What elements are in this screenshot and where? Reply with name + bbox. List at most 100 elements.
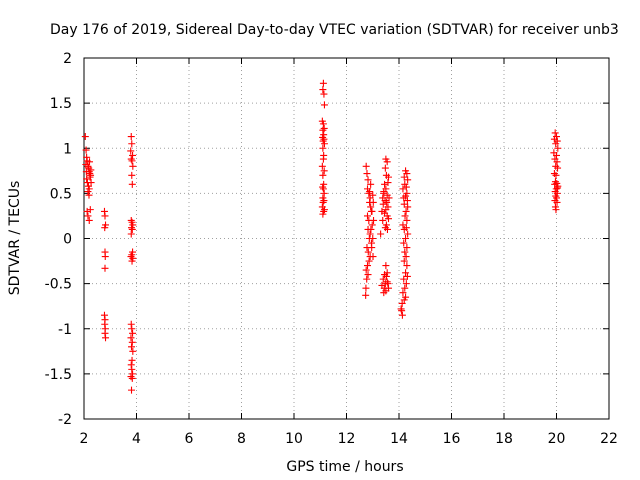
- data-point-0-103: [363, 170, 371, 178]
- data-point-0-44: [129, 162, 137, 170]
- data-point-0-243: [552, 206, 560, 214]
- data-point-0-22: [86, 206, 94, 214]
- y-tick-label--2: -2: [58, 412, 72, 428]
- data-point-0-161: [383, 225, 391, 233]
- data-point-0-214: [398, 311, 406, 319]
- data-point-0-109: [367, 203, 375, 211]
- data-point-0-203: [403, 262, 411, 270]
- data-point-0-74: [320, 90, 328, 98]
- data-point-0-135: [369, 253, 377, 261]
- data-point-0-244: [554, 184, 562, 192]
- x-tick-label-8: 8: [237, 431, 246, 447]
- data-point-0-206: [400, 275, 408, 283]
- data-point-0-184: [399, 185, 407, 193]
- data-point-0-18: [86, 158, 94, 166]
- data-point-0-200: [401, 248, 409, 256]
- data-point-0-204: [402, 269, 410, 277]
- data-point-0-217: [551, 129, 559, 137]
- data-point-0-164: [379, 194, 387, 202]
- data-point-0-24: [87, 179, 95, 187]
- data-point-0-77: [319, 120, 327, 128]
- data-point-0-197: [402, 235, 410, 242]
- data-point-0-113: [368, 221, 376, 229]
- data-point-0-102: [362, 162, 370, 170]
- data-point-0-89: [320, 167, 328, 175]
- data-point-0-127: [362, 291, 370, 299]
- data-point-0-46: [128, 180, 136, 188]
- data-point-0-84: [320, 140, 328, 148]
- data-point-0-78: [320, 124, 328, 132]
- x-tick-label-12: 12: [338, 431, 356, 447]
- data-point-0-212: [398, 299, 406, 307]
- y-tick-label-1.5: 1.5: [50, 96, 72, 112]
- data-point-0-163: [380, 189, 388, 197]
- data-point-0-153: [382, 206, 390, 214]
- data-point-0-104: [364, 176, 372, 184]
- data-point-0-130: [368, 207, 376, 215]
- data-point-0-94: [320, 189, 328, 197]
- data-point-0-140: [381, 164, 389, 172]
- data-points: [81, 79, 562, 394]
- data-point-0-26: [101, 212, 109, 220]
- data-point-0-97: [319, 198, 327, 206]
- data-point-0-55: [127, 253, 135, 261]
- grid: [84, 58, 609, 419]
- data-point-0-14: [84, 188, 92, 196]
- data-point-0-207: [402, 280, 410, 288]
- data-point-0-209: [399, 289, 407, 297]
- data-point-0-175: [385, 284, 392, 292]
- data-point-0-124: [364, 271, 372, 279]
- data-point-0-139: [383, 158, 391, 166]
- y-tick-label--1: -1: [58, 322, 72, 338]
- data-point-0-227: [552, 162, 560, 170]
- data-point-0-93: [319, 185, 327, 193]
- x-axis-ticks: 2 4 6 8 10 12 14 16 18 20 22: [80, 58, 618, 447]
- data-point-0-111: [364, 212, 371, 220]
- data-point-0-196: [404, 230, 412, 238]
- data-point-0-137: [366, 188, 374, 196]
- data-point-0-52: [127, 230, 135, 238]
- y-tick-label-2: 2: [63, 51, 72, 67]
- data-point-0-222: [554, 144, 562, 152]
- x-tick-label-4: 4: [132, 431, 141, 447]
- data-point-0-199: [403, 244, 411, 252]
- data-point-0-19: [83, 207, 91, 215]
- data-point-0-241: [553, 198, 561, 206]
- y-tick-label-1: 1: [63, 141, 72, 157]
- data-point-0-123: [362, 266, 370, 274]
- data-point-0-61: [127, 334, 135, 342]
- x-axis-label: GPS time / hours: [286, 459, 403, 475]
- y-tick-label--1.5: -1.5: [45, 367, 72, 383]
- data-point-0-17: [85, 191, 93, 199]
- x-tick-label-6: 6: [185, 431, 194, 447]
- data-point-0-59: [128, 325, 136, 333]
- data-point-0-100: [319, 210, 327, 218]
- data-point-0-30: [101, 253, 109, 261]
- data-point-0-119: [364, 248, 372, 256]
- data-point-0-144: [384, 179, 392, 187]
- data-point-0-157: [385, 215, 392, 223]
- data-point-0-42: [127, 155, 135, 163]
- data-point-0-115: [366, 230, 374, 238]
- data-point-0-191: [401, 212, 409, 220]
- chart-title: Day 176 of 2019, Sidereal Day-to-day VTE…: [50, 22, 619, 38]
- data-point-0-0: [81, 133, 89, 141]
- data-point-0-122: [364, 262, 371, 270]
- data-point-0-129: [369, 198, 377, 206]
- data-point-0-165: [382, 262, 390, 270]
- data-point-0-1: [82, 146, 90, 154]
- data-point-0-230: [552, 171, 560, 179]
- y-tick-label--0.5: -0.5: [45, 277, 72, 293]
- data-point-0-90: [319, 171, 327, 179]
- data-point-0-143: [381, 180, 389, 188]
- data-point-0-67: [128, 365, 136, 373]
- data-point-0-72: [319, 79, 327, 87]
- data-point-0-158: [379, 216, 387, 224]
- data-point-0-126: [362, 284, 370, 292]
- data-point-0-121: [365, 257, 373, 265]
- data-point-0-188: [403, 197, 411, 205]
- y-axis-label: SDTVAR / TECUs: [7, 181, 23, 296]
- data-point-0-51: [128, 225, 136, 233]
- x-tick-label-2: 2: [80, 431, 89, 447]
